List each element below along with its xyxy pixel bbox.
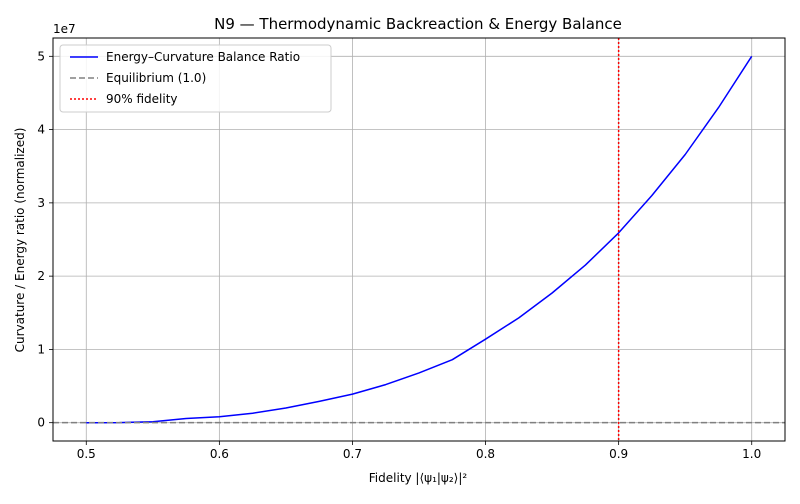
legend-label: Equilibrium (1.0) (106, 71, 206, 85)
x-tick-label: 0.7 (343, 447, 362, 461)
y-axis-ticks: 0 1 2 3 4 5 (37, 49, 53, 430)
balance-ratio-line (86, 55, 753, 424)
x-axis-ticks: 0.5 0.6 0.7 0.8 0.9 1.0 (77, 441, 761, 461)
legend-box (59, 44, 332, 113)
y-tick-label: 3 (37, 196, 45, 210)
grid (53, 38, 785, 441)
x-axis-label: Fidelity |⟨ψ₁|ψ₂⟩|² (369, 471, 468, 485)
x-tick-label: 0.5 (77, 447, 96, 461)
y-offset-label: 1e7 (53, 22, 76, 36)
y-tick-label: 0 (37, 416, 45, 430)
x-tick-label: 0.8 (476, 447, 495, 461)
plot-area-frame (52, 37, 786, 442)
y-tick-label: 2 (37, 269, 45, 283)
x-tick-label: 1.0 (742, 447, 761, 461)
legend: Energy–Curvature Balance Ratio Equilibriu… (59, 44, 332, 113)
chart-title: N9 — Thermodynamic Backreaction & Energy… (214, 15, 622, 33)
y-tick-label: 5 (37, 49, 45, 63)
legend-label: 90% fidelity (106, 92, 178, 106)
x-tick-label: 0.6 (210, 447, 229, 461)
x-tick-label: 0.9 (609, 447, 628, 461)
y-tick-label: 4 (37, 123, 45, 137)
y-tick-label: 1 (37, 342, 45, 356)
series-layer (53, 38, 785, 441)
legend-label: Energy–Curvature Balance Ratio (106, 50, 300, 64)
y-axis-label: Curvature / Energy ratio (normalized) (13, 128, 27, 353)
